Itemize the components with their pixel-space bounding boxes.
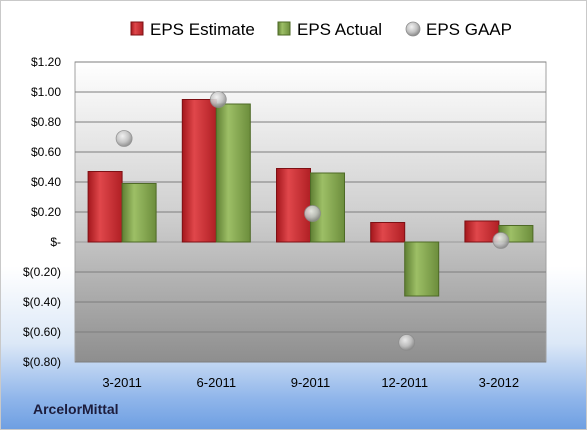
legend-swatch-estimate	[130, 21, 144, 36]
eps-estimate-bar	[276, 168, 311, 243]
eps-estimate-bar	[87, 171, 123, 243]
legend-label: EPS Actual	[297, 20, 382, 39]
y-tick-label: $0.60	[31, 145, 61, 159]
x-axis-labels: 3-2011 6-2011 9-2011 12-2011 3-2012	[102, 375, 519, 390]
eps-gaap-marker	[304, 205, 321, 222]
gaap-markers	[115, 91, 510, 351]
x-tick-label: 9-2011	[291, 375, 331, 390]
eps-gaap-marker	[115, 130, 133, 147]
eps-gaap-marker	[209, 91, 227, 108]
y-tick-label: $0.80	[31, 115, 61, 129]
eps-gaap-marker	[398, 334, 416, 351]
eps-actual-bar	[404, 241, 440, 297]
y-tick-label: $0.20	[31, 205, 61, 219]
company-name: ArcelorMittal	[33, 401, 119, 417]
y-tick-label: $-	[50, 235, 61, 249]
y-axis-ticks: $1.20 $1.00 $0.80 $0.60 $0.40 $0.20 $- $(0.20) $…	[23, 55, 61, 369]
eps-estimate-bar	[181, 99, 217, 243]
y-tick-label: $(0.60)	[23, 325, 61, 339]
x-tick-label: 3-2011	[102, 375, 142, 390]
x-tick-label: 3-2012	[479, 375, 519, 390]
y-tick-label: $0.40	[31, 175, 61, 189]
legend: EPS Estimate EPS Actual EPS GAAP	[130, 20, 512, 39]
legend-label: EPS Estimate	[150, 20, 255, 39]
y-tick-label: $(0.20)	[23, 265, 61, 279]
bars	[87, 99, 534, 297]
eps-actual-bar	[215, 103, 251, 243]
eps-actual-bar	[121, 183, 157, 243]
legend-swatch-gaap	[405, 21, 421, 37]
eps-estimate-bar	[370, 222, 406, 243]
y-tick-label: $1.00	[31, 85, 61, 99]
legend-label: EPS GAAP	[426, 20, 512, 39]
eps-gaap-marker	[492, 232, 510, 249]
y-tick-label: $(0.40)	[23, 295, 61, 309]
y-tick-label: $(0.80)	[23, 355, 61, 369]
x-tick-label: 12-2011	[381, 375, 428, 390]
x-tick-label: 6-2011	[197, 375, 237, 390]
y-tick-label: $1.20	[31, 55, 61, 69]
legend-swatch-actual	[277, 21, 291, 36]
